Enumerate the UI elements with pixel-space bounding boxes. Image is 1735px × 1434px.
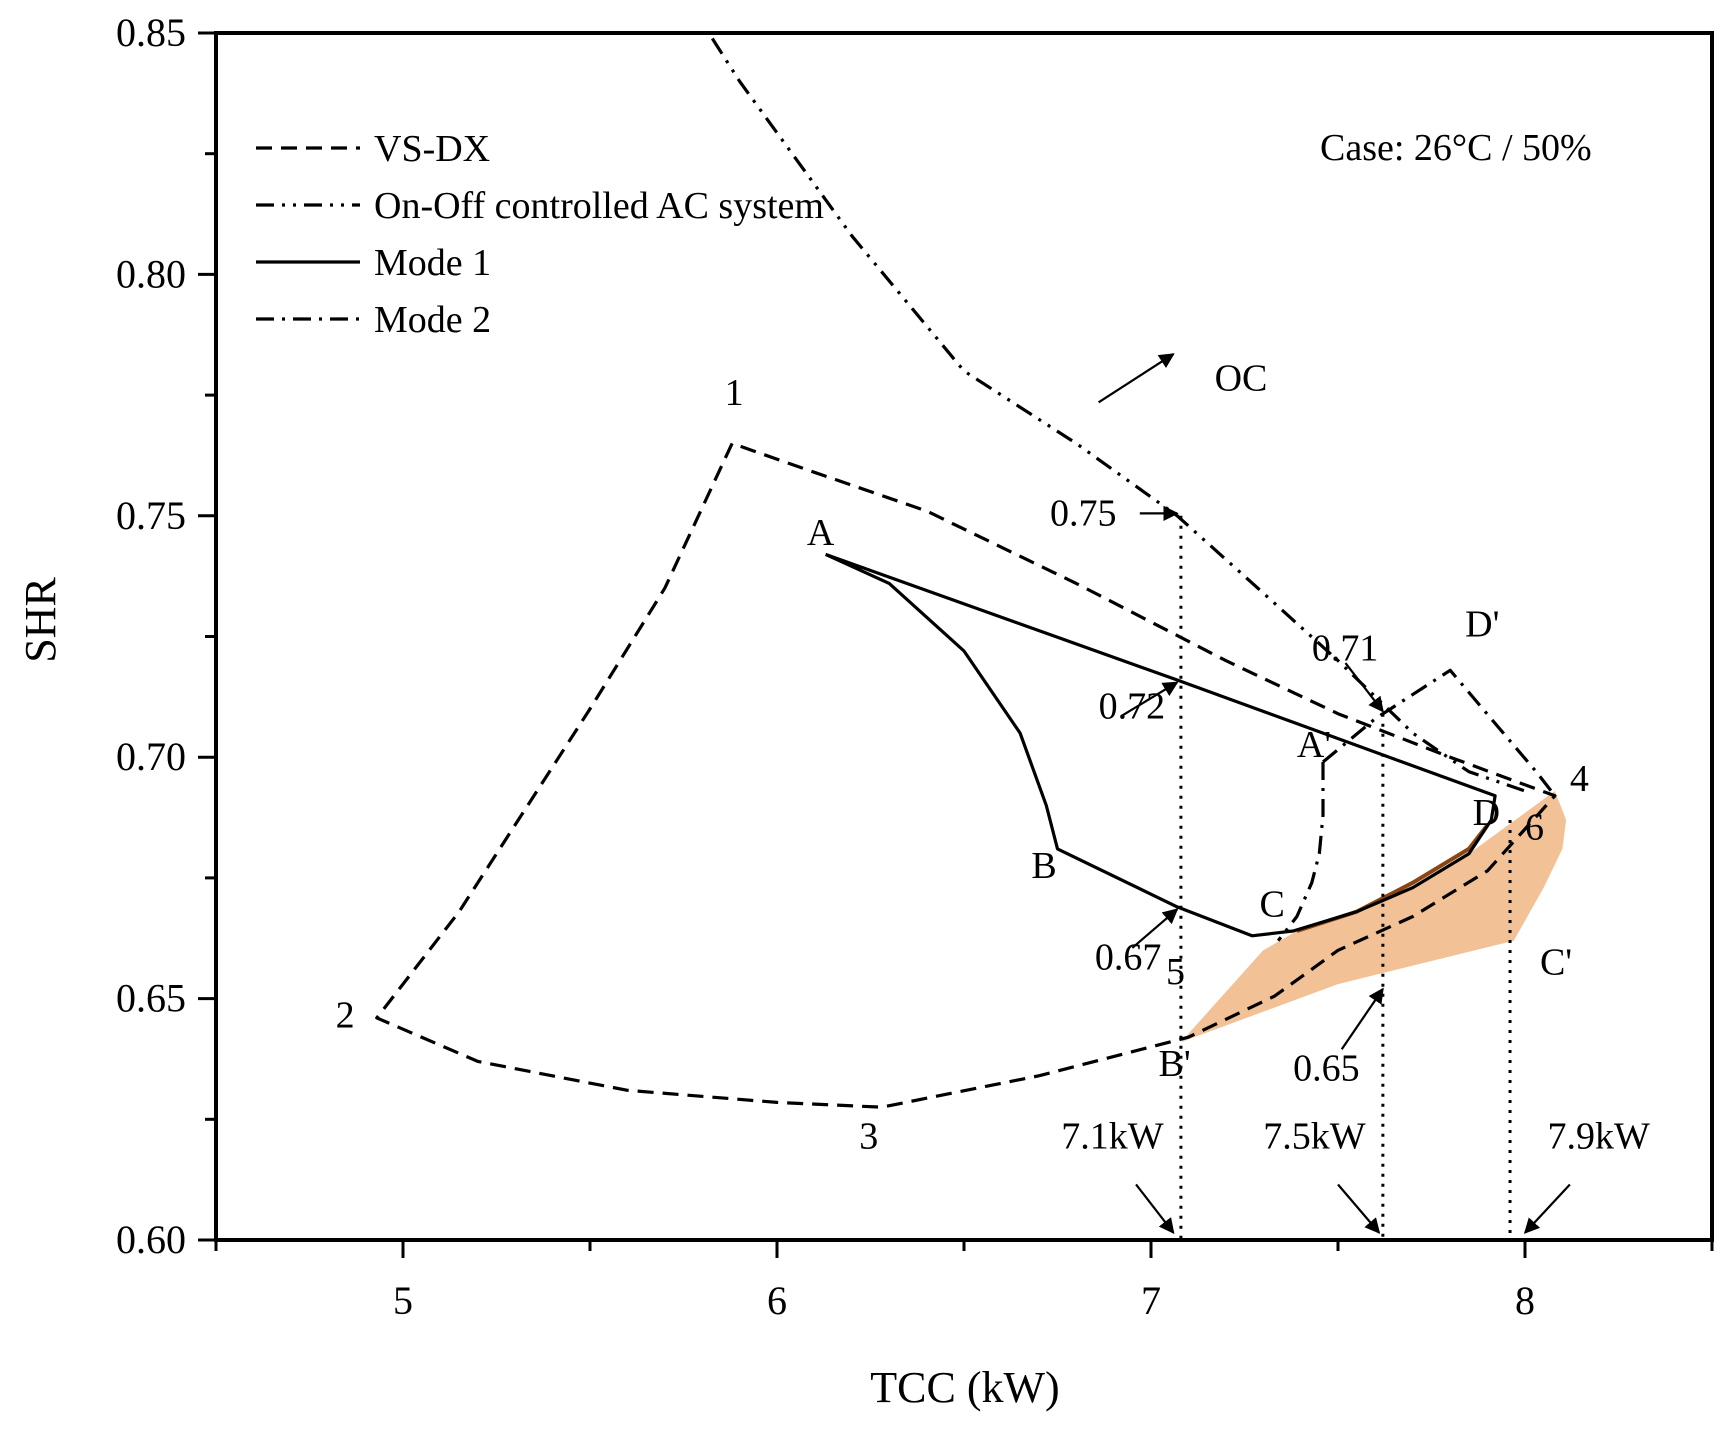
series-line-mode-2	[1321, 668, 1557, 797]
annotation-arrow-layer	[1098, 353, 1571, 1234]
legend-label-mode-2: Mode 2	[374, 299, 491, 341]
x-tick-label: 7	[1141, 1278, 1161, 1323]
point-label-6: 6	[1525, 806, 1544, 848]
annotation-arrow-7-1kw	[1135, 1183, 1175, 1234]
annotation-arrow-0-65	[1340, 987, 1384, 1050]
case-label: Case: 26°C / 50%	[1320, 127, 1592, 169]
annotation-arrow-0-71	[1344, 662, 1384, 713]
annotation-labels-layer: 1 2 3 4 5 6 A B C D A' B' C' D' OC 0.75 0.71 0.72 0.67 0.65…	[336, 357, 1650, 1157]
y-tick-label: 0.70	[116, 734, 186, 779]
value-annotation-7-1kw: 7.1kW	[1061, 1115, 1164, 1157]
y-tick-label: 0.65	[116, 976, 186, 1021]
value-annotation-7-5kw: 7.5kW	[1263, 1115, 1366, 1157]
annotation-arrow-7-5kw	[1337, 1183, 1381, 1234]
point-label-3: 3	[859, 1115, 878, 1157]
series-line-mode-1	[824, 552, 1497, 938]
point-label-oc: OC	[1215, 357, 1268, 399]
point-label-b-prime: B'	[1158, 1043, 1190, 1085]
point-label-1: 1	[725, 372, 744, 414]
x-axis-title: TCC (kW)	[870, 1363, 1059, 1412]
series-line-vs-dx	[375, 441, 1557, 1109]
annotation-arrow-0-72	[1120, 681, 1179, 718]
legend: VS-DX On-Off controlled AC system Mode 1 Mo…	[256, 128, 824, 341]
annotation-arrow-0-67	[1131, 908, 1179, 949]
point-label-c-prime: C'	[1540, 941, 1572, 983]
point-label-b: B	[1031, 845, 1056, 887]
axis-ticks-layer: 5 6 7 8 0.60 0.65 0.70 0.75 0.80 0.85	[116, 10, 1714, 1323]
value-annotation-0-75: 0.75	[1050, 492, 1117, 534]
point-label-c: C	[1259, 884, 1284, 926]
value-annotation-0-71: 0.71	[1312, 628, 1379, 670]
legend-label-vs-dx: VS-DX	[374, 128, 490, 170]
value-annotation-0-72: 0.72	[1099, 686, 1166, 728]
point-label-a: A	[807, 512, 835, 554]
annotation-arrow-7-9kw	[1523, 1183, 1571, 1234]
point-label-2: 2	[336, 995, 355, 1037]
y-tick-label: 0.85	[116, 10, 186, 55]
annotation-arrow-oc	[1098, 353, 1175, 404]
value-annotation-0-67: 0.67	[1095, 937, 1162, 979]
value-annotation-7-9kw: 7.9kW	[1547, 1115, 1650, 1157]
y-tick-label: 0.60	[116, 1217, 186, 1262]
vertical-reference-layer	[1179, 515, 1512, 1240]
x-tick-label: 8	[1515, 1278, 1535, 1323]
series-line-mode-2-inner-branch	[1276, 762, 1325, 942]
y-tick-label: 0.75	[116, 493, 186, 538]
series-line-on-off-controlled-ac-system	[706, 33, 1526, 793]
x-tick-label: 6	[767, 1278, 787, 1323]
point-label-a-prime: A'	[1297, 724, 1331, 766]
y-tick-label: 0.80	[116, 251, 186, 296]
x-tick-label: 5	[393, 1278, 413, 1323]
y-axis-title: SHR	[16, 577, 65, 663]
point-label-4: 4	[1570, 758, 1589, 800]
legend-label-on-off-controlled-ac-system: On-Off controlled AC system	[374, 185, 824, 227]
legend-label-mode-1: Mode 1	[374, 242, 491, 284]
point-label-d: D	[1473, 792, 1500, 834]
point-label-5: 5	[1166, 951, 1185, 993]
point-label-d-prime: D'	[1465, 604, 1499, 646]
value-annotation-0-65: 0.65	[1293, 1048, 1360, 1090]
